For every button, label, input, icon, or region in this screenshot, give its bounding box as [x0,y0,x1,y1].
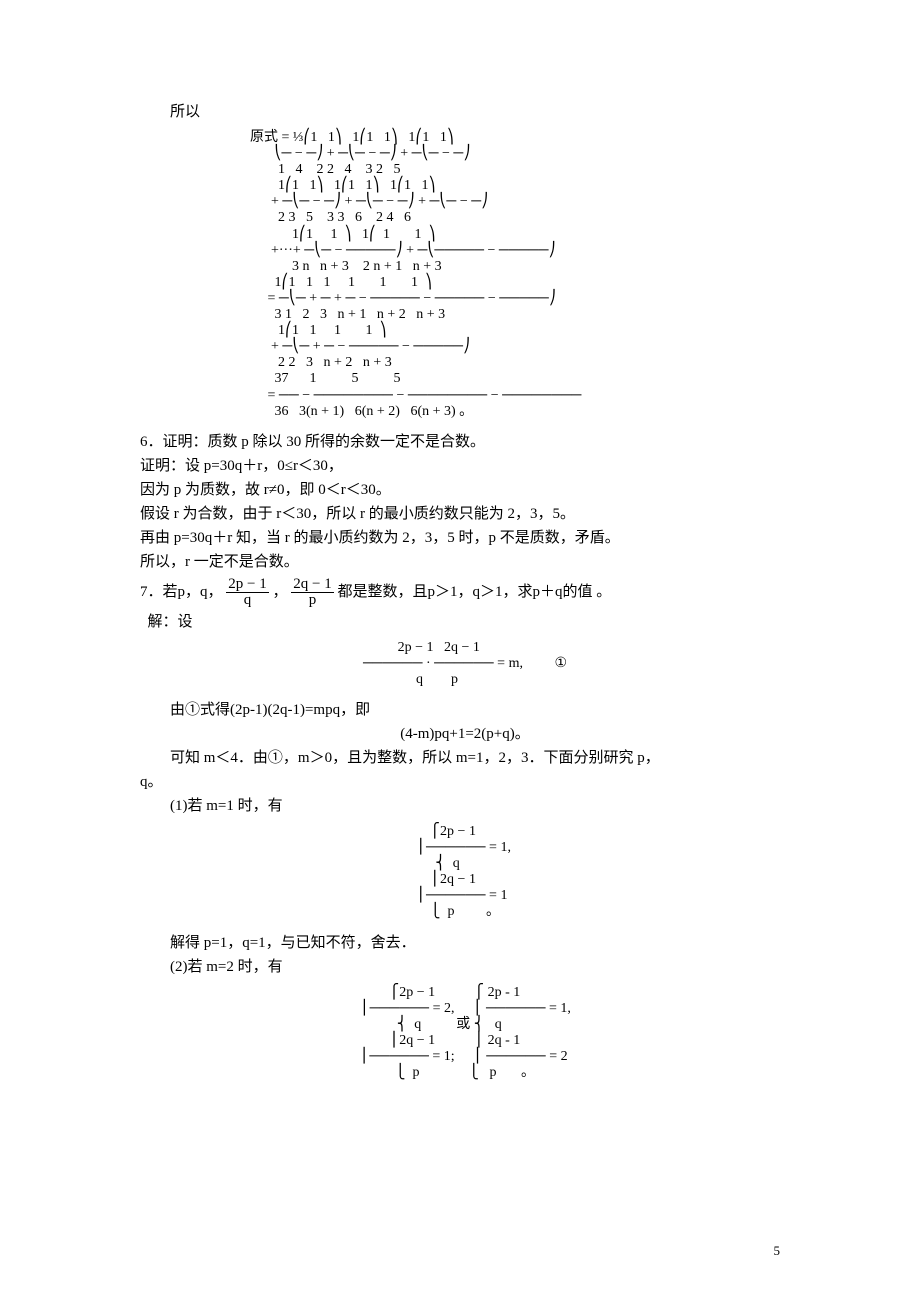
frac-2q-1-over-p: 2q − 1 p [291,577,333,608]
proof-line-r-nonzero: 因为 p 为质数，故 r≠0，即 0＜r＜30。 [140,478,790,502]
equation-telescoping-sum: 原式 = ⅓⎛1 1⎞ 1⎛1 1⎞ 1⎛1 1⎞ ⎝─ − ─⎠ + ─⎝─ … [140,130,790,420]
case-m-equals-1: (1)若 m=1 时，有 [140,794,790,818]
problem-6-statement: 6．证明：质数 p 除以 30 所得的余数一定不是合数。 [140,430,790,454]
equation-system-m1: ⎧2p − 1 ⎪────── = 1, ⎨ q ⎪2q − 1 ⎪──────… [140,824,790,921]
frac1-bot: q [226,593,268,608]
case-m-equals-2: (2)若 m=2 时，有 [140,955,790,979]
p7-sep: ， [272,584,287,600]
solution-label: 解：设 [140,610,790,634]
from-eq1-expand: 由①式得(2p-1)(2q-1)=mpq，即 [140,698,790,722]
lead-therefore: 所以 [140,100,790,124]
m-range: 可知 m＜4．由①，m＞0，且为整数，所以 m=1，2，3．下面分别研究 p， [140,746,790,770]
proof-line-assume: 假设 r 为合数，由于 r＜30，所以 r 的最小质约数只能为 2，3，5。 [140,502,790,526]
q-label: q。 [140,770,790,794]
p7-text-a: 7．若p，q， [140,584,223,600]
frac2-bot: p [291,593,333,608]
frac2-top: 2q − 1 [291,577,333,593]
equation-system-m2: ⎧2p − 1 ⎧ 2p - 1 ⎪────── = 2, ⎪ ────── =… [140,985,790,1082]
frac-2p-1-over-q: 2p − 1 q [226,577,268,608]
proof-line-contradiction: 再由 p=30q＋r 知，当 r 的最小质约数为 2，3，5 时，p 不是质数，… [140,526,790,550]
proof-conclusion: 所以，r 一定不是合数。 [140,550,790,574]
p7-text-b: 都是整数，且p＞1，q＞1，求p＋q的值 。 [337,584,611,600]
page-number: 5 [774,1241,781,1262]
problem-7-statement: 7．若p，q， 2p − 1 q ， 2q − 1 p 都是整数，且p＞1，q＞… [140,574,790,610]
m1-result: 解得 p=1，q=1，与已知不符，舍去． [140,931,790,955]
proof-setup: 证明：设 p=30q＋r，0≤r＜30， [140,454,790,478]
equation-product-m: 2p − 1 2q − 1 ────── · ────── = m, ① q p [140,640,790,688]
expanded-equation: (4-m)pq+1=2(p+q)。 [140,722,790,746]
frac1-top: 2p − 1 [226,577,268,593]
